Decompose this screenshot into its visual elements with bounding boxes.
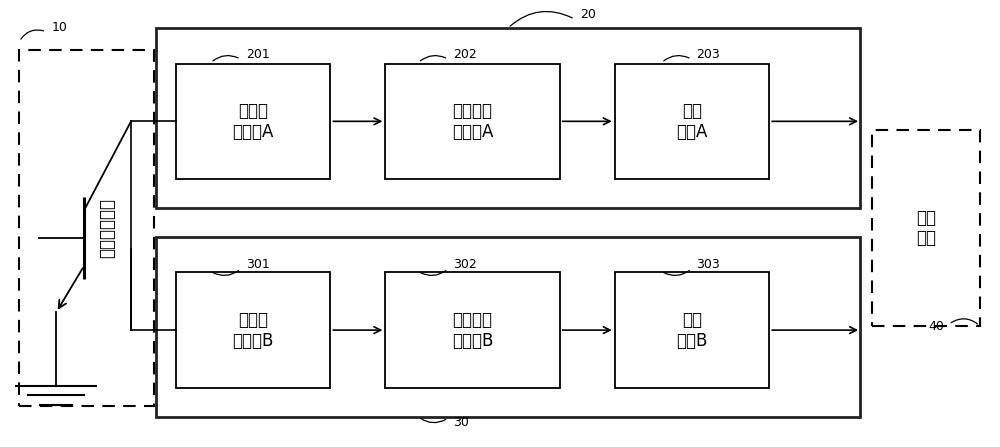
Text: 40: 40 [929,320,945,333]
Bar [176,63,330,179]
Text: 301: 301 [246,258,269,271]
Text: 待测器件模块: 待测器件模块 [98,198,116,258]
Text: 低频
采样A: 低频 采样A [676,102,708,141]
Bar [615,63,769,179]
Text: 低噪声
放大器B: 低噪声 放大器B [232,311,274,350]
Text: 203: 203 [696,48,720,61]
Text: 303: 303 [696,258,720,271]
Bar [176,272,330,388]
Text: 低频
采样B: 低频 采样B [676,311,708,350]
Text: 10: 10 [51,21,67,34]
Text: 频谱
分析: 频谱 分析 [916,209,936,247]
Text: 30: 30 [453,416,469,429]
Bar [385,272,560,388]
Text: 202: 202 [453,48,477,61]
Text: 低噪声
放大器A: 低噪声 放大器A [232,102,274,141]
Bar [385,63,560,179]
Text: 可调增益
放大器A: 可调增益 放大器A [452,102,493,141]
Text: 20: 20 [580,8,596,21]
Bar [872,130,980,326]
Bar [156,237,860,417]
Text: 302: 302 [453,258,477,271]
Bar [615,272,769,388]
Bar [19,50,154,405]
Text: 可调增益
放大器B: 可调增益 放大器B [452,311,493,350]
Bar [156,28,860,208]
Text: 201: 201 [246,48,269,61]
